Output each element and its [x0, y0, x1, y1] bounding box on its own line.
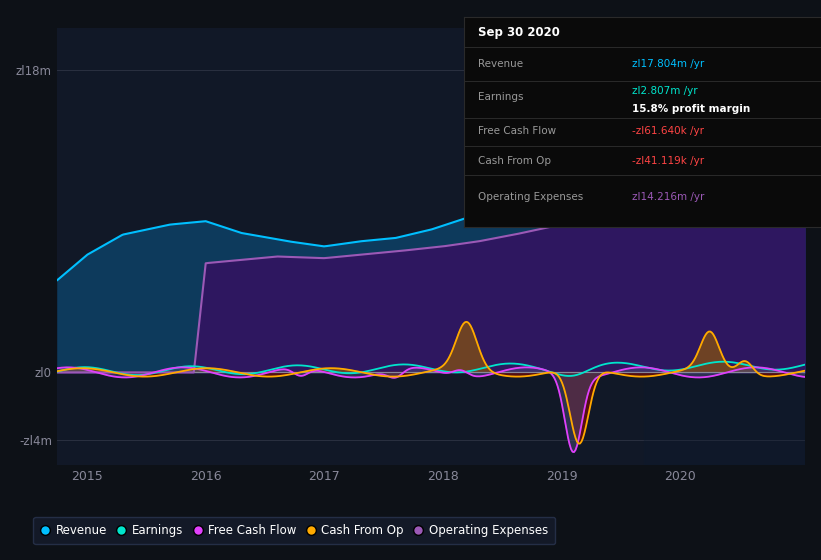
- Text: Earnings: Earnings: [478, 92, 524, 101]
- Text: Cash From Op: Cash From Op: [478, 156, 551, 166]
- Text: Free Cash Flow: Free Cash Flow: [478, 126, 557, 136]
- Text: -zl61.640k /yr: -zl61.640k /yr: [631, 126, 704, 136]
- Legend: Revenue, Earnings, Free Cash Flow, Cash From Op, Operating Expenses: Revenue, Earnings, Free Cash Flow, Cash …: [34, 517, 555, 544]
- Bar: [644, 28, 805, 465]
- Text: Sep 30 2020: Sep 30 2020: [478, 26, 560, 39]
- Text: zl2.807m /yr: zl2.807m /yr: [631, 86, 697, 96]
- Text: Operating Expenses: Operating Expenses: [478, 193, 584, 202]
- Text: -zl41.119k /yr: -zl41.119k /yr: [631, 156, 704, 166]
- Text: zl17.804m /yr: zl17.804m /yr: [631, 59, 704, 69]
- Text: zl14.216m /yr: zl14.216m /yr: [631, 193, 704, 202]
- Text: Revenue: Revenue: [478, 59, 523, 69]
- Text: 15.8% profit margin: 15.8% profit margin: [631, 104, 750, 114]
